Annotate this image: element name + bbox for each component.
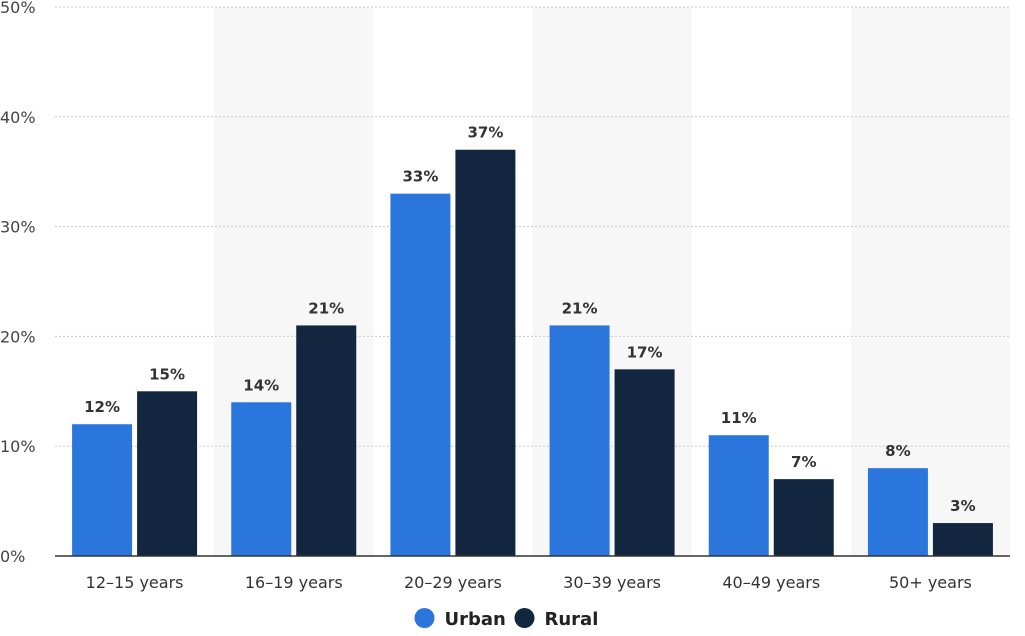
data-label: 12% — [84, 398, 120, 416]
x-category-label: 12–15 years — [86, 573, 184, 592]
x-category-label: 40–49 years — [722, 573, 820, 592]
bar-rural — [932, 523, 993, 556]
legend-marker-urban — [414, 608, 435, 628]
data-label: 33% — [402, 168, 438, 186]
x-category-label: 50+ years — [889, 573, 972, 592]
bar-urban — [867, 468, 928, 556]
y-tick-label: 0% — [0, 547, 25, 566]
x-axis-categories: 12–15 years 16–19 years 20–29 years 30–39 y… — [86, 573, 972, 592]
bar-rural — [137, 391, 198, 556]
data-label: 21% — [308, 299, 344, 317]
data-label: 7% — [791, 453, 816, 471]
column-shade — [850, 7, 1010, 556]
bar-rural — [296, 325, 357, 556]
gridlines — [55, 6, 1010, 447]
column-shading — [214, 7, 1010, 556]
legend: Urban Rural — [414, 608, 599, 630]
data-label: 8% — [885, 442, 910, 460]
bar-urban — [549, 325, 610, 556]
x-category-label: 16–19 years — [245, 573, 343, 592]
y-tick-label: 50% — [0, 0, 36, 17]
y-axis-ticks: 0% 10% 20% 30% 40% 50% — [0, 0, 36, 566]
data-label: 3% — [950, 497, 975, 515]
data-label: 17% — [627, 343, 663, 361]
data-label: 21% — [562, 299, 598, 317]
legend-label-rural: Rural — [545, 609, 599, 630]
data-labels: 12% 15% 14% 21% 33% 37% 21% 17% 11% 7% 8% 3% — [84, 124, 976, 515]
bars — [72, 149, 993, 557]
bar-rural — [773, 479, 834, 556]
y-tick-label: 10% — [0, 437, 36, 456]
legend-marker-rural — [514, 608, 535, 628]
bar-rural — [455, 149, 516, 557]
data-label: 14% — [243, 376, 279, 394]
data-label: 15% — [149, 365, 185, 383]
y-tick-label: 40% — [0, 108, 36, 127]
y-tick-label: 20% — [0, 327, 36, 346]
x-category-label: 20–29 years — [404, 573, 502, 592]
bar-urban — [708, 435, 769, 556]
data-label: 11% — [721, 409, 757, 427]
data-label: 37% — [467, 124, 503, 142]
legend-label-urban: Urban — [445, 609, 506, 630]
bar-urban — [231, 402, 292, 556]
y-tick-label: 30% — [0, 218, 36, 237]
bar-urban — [390, 193, 451, 556]
bar-urban — [72, 424, 133, 556]
bar-rural — [614, 369, 675, 556]
x-category-label: 30–39 years — [563, 573, 661, 592]
